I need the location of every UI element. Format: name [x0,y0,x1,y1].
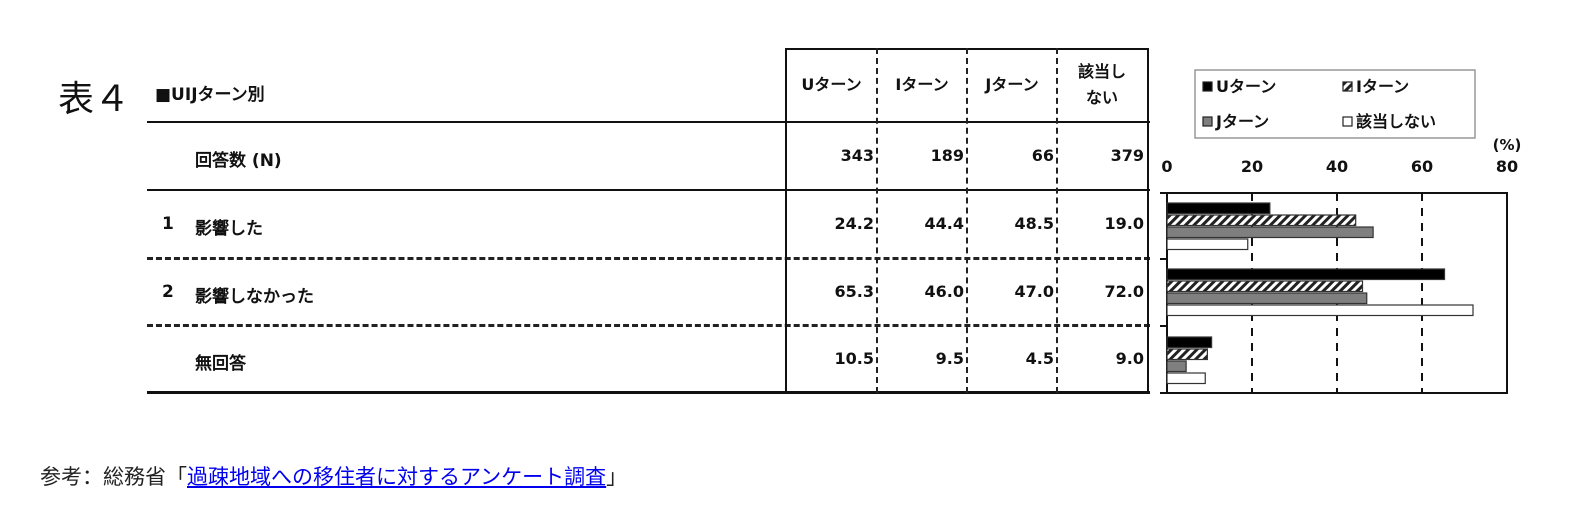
column-divider [1147,48,1149,393]
bar-3-3 [1166,360,1187,373]
table-cell: 9.0 [1115,348,1144,368]
legend-label: Jターン [1215,112,1269,131]
bar-4-1 [1166,238,1249,251]
column-divider [966,48,968,393]
row-divider [147,324,1150,327]
legend-label: Uターン [1216,77,1276,96]
row-divider [147,257,1150,260]
column-header-u: Uターン [801,75,862,94]
x-tick-label: 40 [1326,157,1348,176]
bar-4-2 [1166,304,1474,317]
row-number: 1 [162,213,174,234]
legend-swatch [1342,81,1353,92]
table-subtitle: ■UIJターン別 [155,85,265,105]
legend-swatch [1202,116,1213,127]
table-cell: 72.0 [1104,281,1144,301]
table-cell: 10.5 [834,348,874,368]
footer-reference: 参考：総務省「過疎地域への移住者に対するアンケート調査」 [40,461,627,491]
column-header-j: Jターン [985,75,1039,94]
legend-swatch [1342,116,1353,127]
table-cell: 65.3 [834,281,874,301]
bar-1-3 [1166,336,1213,349]
footer-suffix: 」 [606,465,628,489]
table-cell: 24.2 [834,213,874,233]
header-divider [147,121,1150,123]
row-number: 2 [162,281,174,302]
table-cell: 44.4 [924,213,964,233]
row-label: 影響した [195,218,263,239]
x-tick-label: 0 [1161,157,1172,176]
table-cell: 19.0 [1104,213,1144,233]
table-cell: 343 [840,145,874,165]
table-cell: 48.5 [1014,213,1054,233]
bar-1-2 [1166,268,1446,281]
bar-3-2 [1166,292,1368,305]
column-header-none: 該当し ない [1077,62,1126,107]
column-header-i: Iターン [895,75,949,94]
row-label: 影響しなかった [195,286,314,307]
row-label: 無回答 [195,353,246,374]
bar-1-1 [1166,202,1271,215]
bar-4-3 [1166,372,1206,385]
bar-2-1 [1166,214,1357,227]
column-divider [785,48,787,393]
table-bottom-border [147,391,1150,394]
bar-2-2 [1166,280,1364,293]
table-cell: 9.5 [935,348,964,368]
table-title: 表４ [58,79,131,120]
table-cell: 189 [930,145,964,165]
survey-link[interactable]: 過疎地域への移住者に対するアンケート調査 [187,465,607,489]
legend-label: Iターン [1356,77,1409,96]
bar-chart: 0 20 40 60 80 (%) Uターン Iターン Jターン 該当しない [1160,69,1522,394]
legend-box [1194,69,1476,139]
x-tick-label: 20 [1241,157,1263,176]
table-cell: 66 [1031,145,1054,165]
row-label: 回答数 (N) [195,150,282,171]
bar-2-3 [1166,348,1208,361]
table-cell: 47.0 [1014,281,1054,301]
unit-label: (%) [1493,136,1522,154]
table-cell: 379 [1110,145,1144,165]
n-row-divider [147,189,1150,191]
x-tick-label: 80 [1496,157,1518,176]
legend-label: 該当しない [1356,112,1436,131]
legend-swatch [1202,81,1213,92]
table-cell: 4.5 [1025,348,1054,368]
x-tick-label: 60 [1411,157,1433,176]
bar-3-1 [1166,226,1374,239]
column-divider [876,48,878,393]
table-cell: 46.0 [924,281,964,301]
footer-prefix: 参考：総務省「 [40,465,187,489]
column-divider [1056,48,1058,393]
